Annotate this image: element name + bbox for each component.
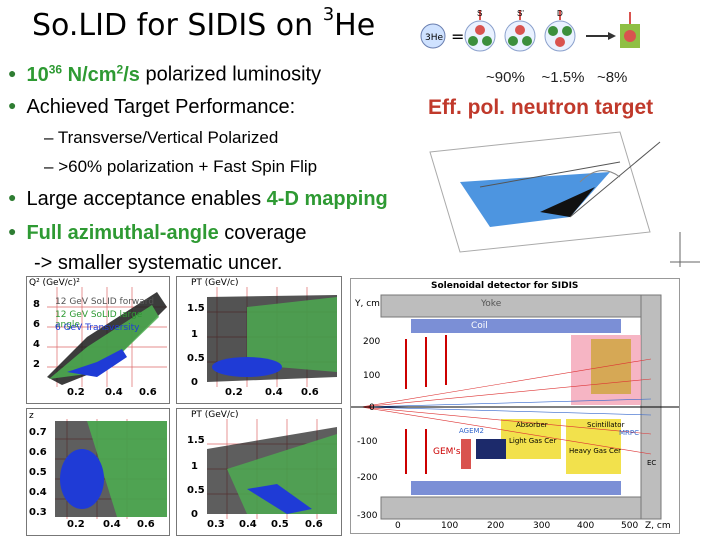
bullet-target-performance: ● Achieved Target Performance: <box>8 96 296 118</box>
sub-bullet-polarized: – Transverse/Vertical Polarized <box>44 128 279 147</box>
plot-q2-vs-xbj: Q² (GeV/c)² 12 GeV SoLID forward 12 GeV … <box>26 276 170 404</box>
spin-percentages: ~90% ~1.5% ~8% <box>486 69 628 86</box>
page-title: So.LID for SIDIS on 3He <box>32 4 376 43</box>
svg-text:S': S' <box>517 9 524 18</box>
spin-diagram: 3He = S S' D <box>418 6 648 66</box>
svg-text:=: = <box>451 27 464 46</box>
svg-text:D: D <box>557 9 563 18</box>
bullet-azimuthal-line2: -> smaller systematic uncer. <box>34 252 283 274</box>
effective-polarization-caption: Eff. pol. neutron target <box>428 96 654 119</box>
bullet-azimuthal: ● Full azimuthal-angle coverage <box>8 222 307 244</box>
plot-pt-vs-z: PT (GeV/c) 1.5 1 0.5 0 0.3 0.4 0.5 0.6 <box>176 408 342 536</box>
plot-z-vs-xbj: z 0.7 0.6 0.5 0.4 0.3 0.2 0.4 0.6 <box>26 408 170 536</box>
bullet-luminosity: ● 1036 N/cm2/s polarized luminosity <box>8 62 322 86</box>
target-geometry-diagram <box>420 122 716 272</box>
solenoidal-detector-diagram: Solenoidal detector for SIDIS Y, cm Yoke… <box>350 278 680 534</box>
svg-text:S: S <box>477 9 482 18</box>
svg-text:3He: 3He <box>425 33 443 43</box>
sub-bullet-polarization: – >60% polarization + Fast Spin Flip <box>44 157 318 176</box>
bullet-acceptance: ● Large acceptance enables 4-D mapping <box>8 188 388 210</box>
plot-pt-vs-xbj: PT (GeV/c) 1.5 1 0.5 0 0.2 0.4 0.6 <box>176 276 342 404</box>
